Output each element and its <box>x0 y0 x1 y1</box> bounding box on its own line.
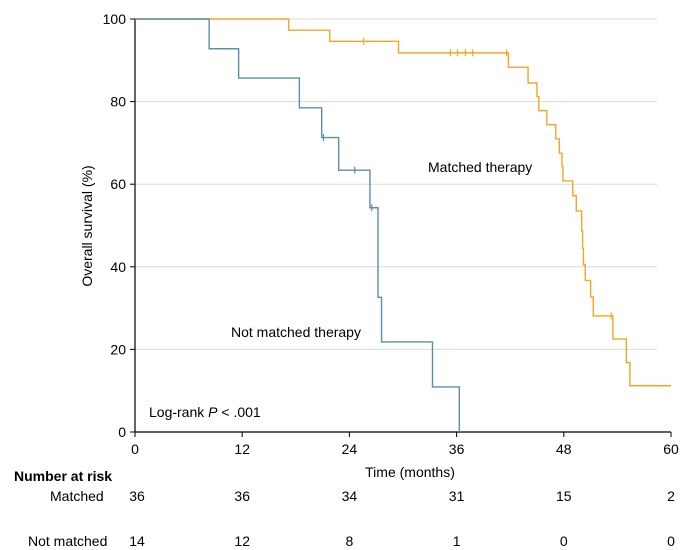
survival-curve-not-matched <box>135 19 459 432</box>
risk-count-not-matched: 0 <box>560 533 568 549</box>
x-axis-label: Time (months) <box>365 464 455 480</box>
y-tick-label: 80 <box>110 94 126 110</box>
risk-count-not-matched: 0 <box>667 533 675 549</box>
series-label-not-matched: Not matched therapy <box>231 324 361 340</box>
gridlines <box>135 19 657 349</box>
risk-count-matched: 2 <box>667 488 675 504</box>
x-tick-label: 36 <box>449 441 465 457</box>
x-tick-label: 48 <box>556 441 572 457</box>
risk-row-label-matched: Matched <box>50 488 104 504</box>
risk-table: Number at risk Matched Not matched 36 36 3… <box>14 468 675 549</box>
y-tick-label: 60 <box>110 176 126 192</box>
risk-table-title: Number at risk <box>14 468 112 484</box>
risk-count-matched: 15 <box>556 488 572 504</box>
y-tick-label: 20 <box>110 341 126 357</box>
risk-count-not-matched: 12 <box>234 533 250 549</box>
risk-count-matched: 36 <box>129 488 145 504</box>
risk-row-label-not-matched: Not matched <box>28 533 107 549</box>
x-tick-label: 24 <box>342 441 358 457</box>
survival-curve-matched <box>135 19 671 386</box>
risk-count-not-matched: 1 <box>453 533 461 549</box>
axes: 0 20 40 60 80 100 0 12 24 36 48 60 <box>103 11 679 457</box>
y-tick-label: 40 <box>110 259 126 275</box>
risk-count-matched: 36 <box>234 488 250 504</box>
pvalue-annotation: Log-rank P < .001 <box>149 404 261 420</box>
risk-count-not-matched: 8 <box>346 533 354 549</box>
risk-count-matched: 31 <box>449 488 465 504</box>
y-axis-label: Overall survival (%) <box>79 165 95 286</box>
survival-curves <box>135 19 671 432</box>
x-tick-label: 0 <box>131 441 139 457</box>
risk-count-not-matched: 14 <box>129 533 145 549</box>
x-tick-label: 12 <box>234 441 250 457</box>
series-label-matched: Matched therapy <box>428 159 532 175</box>
risk-count-matched: 34 <box>342 488 358 504</box>
y-tick-label: 0 <box>118 424 126 440</box>
x-tick-label: 60 <box>663 441 679 457</box>
pvalue-suffix: < .001 <box>218 404 261 420</box>
y-tick-label: 100 <box>103 11 127 27</box>
pvalue-prefix: Log-rank <box>149 404 208 420</box>
